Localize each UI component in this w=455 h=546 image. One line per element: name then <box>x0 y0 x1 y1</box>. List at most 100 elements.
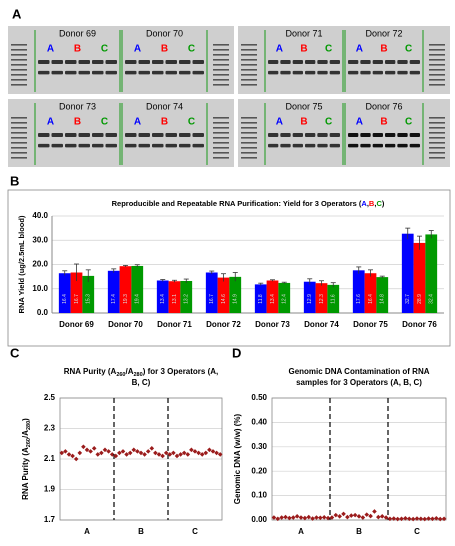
rna-band <box>280 60 291 64</box>
donor-label: Donor 74 <box>146 101 183 111</box>
value-label: 16.7 <box>209 294 215 304</box>
data-point <box>287 515 292 521</box>
lane-label: C <box>325 117 332 128</box>
chart-title: RNA Purity (A260/A280) for 3 Operators (… <box>64 367 219 378</box>
rna-band <box>385 70 396 75</box>
data-point <box>437 516 443 522</box>
rna-band <box>165 133 177 137</box>
y-tick-label: 0.20 <box>251 466 267 475</box>
ladder-band <box>429 147 445 149</box>
value-label: 13.4 <box>270 294 276 304</box>
ladder-band <box>241 74 257 76</box>
data-point <box>77 450 83 456</box>
ladder-band <box>241 69 257 71</box>
x-tick-label: A <box>298 527 304 536</box>
ladder-band <box>11 147 27 149</box>
data-point <box>410 516 416 522</box>
rna-band <box>38 70 50 75</box>
rna-band <box>292 60 303 64</box>
rna-band <box>138 70 150 75</box>
lane-label: C <box>405 44 412 55</box>
bar <box>315 283 328 313</box>
title-part: A <box>361 199 367 208</box>
value-label: 12.3 <box>319 294 325 304</box>
value-label: 13.4 <box>160 294 166 304</box>
data-point <box>283 514 288 520</box>
title-part: 280 <box>134 372 143 378</box>
rna-band <box>280 70 291 75</box>
ladder-band <box>241 147 257 149</box>
rna-band <box>348 70 359 75</box>
rna-band <box>292 70 303 75</box>
value-label: 12.4 <box>282 294 288 304</box>
y-tick-label: 10.0 <box>32 284 48 293</box>
x-tick-label: C <box>192 527 198 536</box>
rna-band <box>385 143 396 148</box>
rna-band <box>179 143 191 148</box>
lane-label: B <box>161 44 168 55</box>
ladder-band <box>11 74 27 76</box>
ladder-band <box>213 49 229 51</box>
data-point <box>88 449 93 454</box>
bar <box>131 265 144 313</box>
rna-band <box>329 133 340 137</box>
y-tick-label: 0.40 <box>251 418 267 427</box>
label-part: ) <box>21 418 30 421</box>
lane-label: C <box>188 117 195 128</box>
lane-label: A <box>47 44 54 55</box>
title-part: ) <box>382 199 385 208</box>
data-point <box>279 515 284 520</box>
y-axis-label: RNA Purity (A260/A280) <box>21 418 32 500</box>
ladder-band <box>11 142 27 144</box>
rna-band <box>65 133 77 137</box>
data-point <box>302 515 308 521</box>
bar <box>205 272 218 313</box>
panel-label: B <box>10 173 19 188</box>
rna-band <box>51 60 63 64</box>
rna-band <box>329 70 340 75</box>
ladder-band <box>429 152 445 154</box>
value-label: 19.3 <box>123 294 129 304</box>
y-tick-label: 0.50 <box>251 393 267 402</box>
ladder-band <box>11 152 27 154</box>
rna-band <box>305 70 316 75</box>
ladder-band <box>213 157 229 159</box>
rna-band <box>125 133 137 137</box>
value-label: 17.6 <box>356 294 362 304</box>
data-point <box>376 514 381 520</box>
rna-band <box>348 143 359 148</box>
rna-band <box>138 143 150 148</box>
y-tick-label: 0.0 <box>37 308 49 317</box>
data-point <box>153 450 158 456</box>
lane-label: B <box>300 117 307 128</box>
rna-band <box>179 60 191 64</box>
title-part: 260 <box>116 372 125 378</box>
data-point <box>149 446 155 451</box>
chart-title: Reproducible and Repeatable RNA Purifica… <box>112 199 385 208</box>
ladder-band <box>241 132 257 134</box>
lane-label: A <box>134 44 141 55</box>
rna-band <box>125 60 137 64</box>
data-point <box>124 452 129 457</box>
data-point <box>81 444 86 450</box>
data-point <box>290 515 296 520</box>
data-point <box>163 450 169 456</box>
title-part: RNA Purity (A <box>64 367 117 376</box>
data-point <box>138 450 144 456</box>
rna-band <box>317 70 328 75</box>
data-point <box>120 449 126 454</box>
lane-label: B <box>380 117 387 128</box>
rna-band <box>65 70 77 75</box>
rna-band <box>409 60 420 64</box>
label-part: Genomic DNA (w/w) (%) <box>233 413 242 504</box>
data-point <box>203 450 209 456</box>
ladder-band <box>429 122 445 124</box>
ladder-band <box>429 84 445 86</box>
rna-band <box>360 143 371 148</box>
lane-label: C <box>188 44 195 55</box>
rna-band <box>192 143 204 148</box>
title-part: /A <box>126 367 134 376</box>
data-point <box>345 514 350 520</box>
rna-band <box>138 133 150 137</box>
ladder-band <box>429 79 445 81</box>
